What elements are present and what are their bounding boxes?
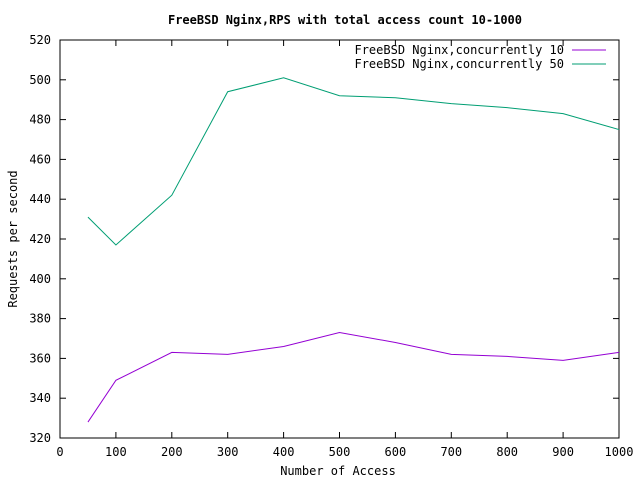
y-tick-label: 520 <box>29 33 51 47</box>
x-tick-label: 500 <box>329 445 351 459</box>
y-tick-label: 420 <box>29 232 51 246</box>
plot-border <box>59 39 620 439</box>
x-tick-label: 600 <box>385 445 407 459</box>
series-lines <box>87 77 620 423</box>
legend-label-1: FreeBSD Nginx,concurrently 10 <box>354 43 564 57</box>
y-tick-label: 440 <box>29 192 51 206</box>
x-tick-label: 200 <box>161 445 183 459</box>
series-line-1 <box>87 332 620 423</box>
y-tick-label: 480 <box>29 113 51 127</box>
x-tick-label: 700 <box>440 445 462 459</box>
x-tick-label: 900 <box>552 445 574 459</box>
x-tick-label: 400 <box>273 445 295 459</box>
y-axis-label: Requests per second <box>6 170 20 307</box>
x-tick-label: 0 <box>56 445 63 459</box>
plot-area <box>59 39 620 439</box>
x-axis: 0 100 200 300 400 500 600 700 800 900 1000 <box>56 40 633 459</box>
y-tick-label: 380 <box>29 312 51 326</box>
y-tick-label: 360 <box>29 351 51 365</box>
series-line-2 <box>87 77 620 246</box>
legend-label-2: FreeBSD Nginx,concurrently 50 <box>354 57 564 71</box>
x-axis-label: Number of Access <box>280 464 396 478</box>
x-tick-label: 300 <box>217 445 239 459</box>
x-tick-label: 800 <box>496 445 518 459</box>
y-tick-label: 460 <box>29 152 51 166</box>
chart-title: FreeBSD Nginx,RPS with total access coun… <box>168 13 522 27</box>
y-tick-label: 400 <box>29 272 51 286</box>
y-axis: 320 340 360 380 400 420 440 460 480 500 520 <box>29 33 619 445</box>
y-tick-label: 320 <box>29 431 51 445</box>
x-tick-label: 1000 <box>605 445 634 459</box>
y-tick-label: 500 <box>29 73 51 87</box>
y-tick-label: 340 <box>29 391 51 405</box>
x-tick-label: 100 <box>105 445 127 459</box>
